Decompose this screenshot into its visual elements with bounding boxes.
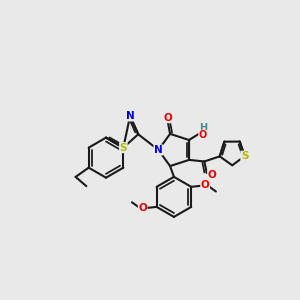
Text: N: N xyxy=(154,145,163,155)
Text: S: S xyxy=(120,143,127,153)
Text: O: O xyxy=(138,203,147,213)
Text: N: N xyxy=(126,111,134,121)
Text: O: O xyxy=(199,130,207,140)
Text: O: O xyxy=(208,170,217,180)
Text: S: S xyxy=(241,151,248,161)
Text: H: H xyxy=(199,123,207,133)
Text: O: O xyxy=(164,113,172,123)
Text: O: O xyxy=(201,180,209,190)
